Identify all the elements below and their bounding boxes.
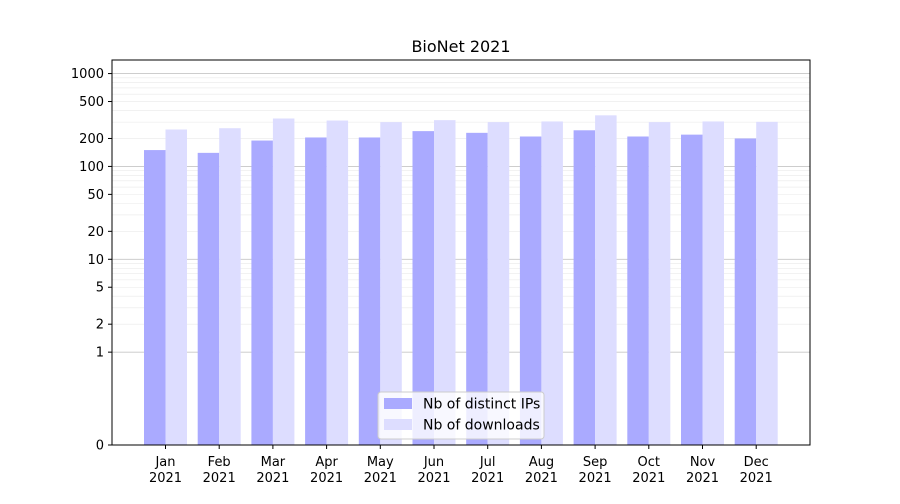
bar-distinct-ips-dec bbox=[734, 138, 757, 445]
bar-downloads-feb bbox=[219, 128, 241, 445]
legend-swatch-downloads bbox=[384, 419, 412, 430]
x-tick-label-year: 2021 bbox=[471, 471, 504, 486]
plot-frame bbox=[111, 59, 811, 446]
x-tick-label-year: 2021 bbox=[579, 471, 612, 486]
x-tick-label-year: 2021 bbox=[525, 471, 558, 486]
bar-downloads-sep bbox=[595, 115, 617, 445]
legend-box bbox=[377, 391, 545, 440]
bar-distinct-ips-mar bbox=[251, 140, 273, 445]
y-tick-label: 20 bbox=[87, 225, 104, 240]
chart-title: BioNet 2021 bbox=[411, 37, 510, 56]
y-tick-label: 0 bbox=[96, 439, 104, 454]
x-tick-label-month: Feb bbox=[208, 455, 231, 470]
x-tick-label-year: 2021 bbox=[149, 471, 182, 486]
x-axis: Jan2021Feb2021Mar2021Apr2021May2021Jun20… bbox=[149, 445, 773, 486]
x-tick-label-month: Apr bbox=[315, 455, 338, 470]
bar-downloads-jun bbox=[434, 120, 456, 446]
x-tick-label-month: Jan bbox=[154, 455, 175, 470]
y-tick-label: 10 bbox=[87, 253, 104, 268]
y-tick-label: 500 bbox=[79, 95, 104, 110]
bar-distinct-ips-may bbox=[358, 137, 381, 445]
bar-distinct-ips-jul bbox=[466, 132, 488, 445]
bar-distinct-ips-jun bbox=[412, 131, 434, 446]
x-tick-label-year: 2021 bbox=[364, 471, 397, 486]
bar-distinct-ips-aug bbox=[519, 136, 542, 445]
x-tick-label-year: 2021 bbox=[256, 471, 289, 486]
x-tick-label-year: 2021 bbox=[686, 471, 719, 486]
y-tick-label: 2 bbox=[96, 318, 104, 333]
y-tick-label: 1000 bbox=[71, 67, 104, 82]
x-tick-label-month: Sep bbox=[583, 455, 608, 470]
bar-downloads-nov bbox=[702, 121, 724, 445]
bar-downloads-jan bbox=[165, 129, 187, 445]
y-tick-label: 100 bbox=[79, 160, 104, 175]
bar-downloads-dec bbox=[756, 121, 778, 445]
bars bbox=[144, 115, 778, 446]
y-tick-label: 50 bbox=[87, 188, 104, 203]
legend-label-downloads: Nb of downloads bbox=[423, 418, 540, 434]
bar-distinct-ips-apr bbox=[305, 137, 327, 445]
x-tick-label-month: Jun bbox=[423, 455, 444, 470]
legend: Nb of distinct IPs Nb of downloads bbox=[377, 391, 545, 440]
x-tick-label-year: 2021 bbox=[310, 471, 343, 486]
x-tick-label-month: Mar bbox=[261, 455, 286, 470]
x-tick-label-month: Oct bbox=[638, 455, 660, 470]
bar-downloads-mar bbox=[272, 118, 295, 445]
y-tick-label: 1 bbox=[96, 346, 104, 361]
x-tick-label-month: May bbox=[367, 455, 394, 470]
bar-downloads-apr bbox=[326, 120, 349, 445]
y-tick-label: 5 bbox=[96, 281, 104, 296]
bar-downloads-oct bbox=[648, 122, 671, 446]
bar-downloads-may bbox=[380, 122, 402, 446]
x-tick-label-month: Aug bbox=[529, 455, 554, 470]
bar-distinct-ips-oct bbox=[627, 136, 649, 445]
x-tick-label-year: 2021 bbox=[632, 471, 665, 486]
x-tick-label-year: 2021 bbox=[740, 471, 773, 486]
bar-distinct-ips-jan bbox=[144, 150, 166, 445]
legend-swatch-ips bbox=[384, 398, 412, 409]
y-axis: 0 1 2 5 10 20 50 100 200 500 1000 bbox=[71, 67, 112, 454]
bar-distinct-ips-sep bbox=[573, 130, 596, 445]
x-tick-label-month: Dec bbox=[744, 455, 769, 470]
bar-downloads-aug bbox=[541, 121, 563, 445]
bar-distinct-ips-feb bbox=[197, 152, 220, 445]
y-tick-label: 200 bbox=[79, 132, 104, 147]
x-tick-label-year: 2021 bbox=[203, 471, 236, 486]
legend-label-ips: Nb of distinct IPs bbox=[423, 397, 540, 413]
bar-downloads-jul bbox=[487, 122, 510, 446]
x-tick-label-year: 2021 bbox=[417, 471, 450, 486]
x-tick-label-month: Nov bbox=[690, 455, 716, 470]
x-tick-label-month: Jul bbox=[479, 455, 496, 470]
bar-distinct-ips-nov bbox=[681, 134, 703, 445]
